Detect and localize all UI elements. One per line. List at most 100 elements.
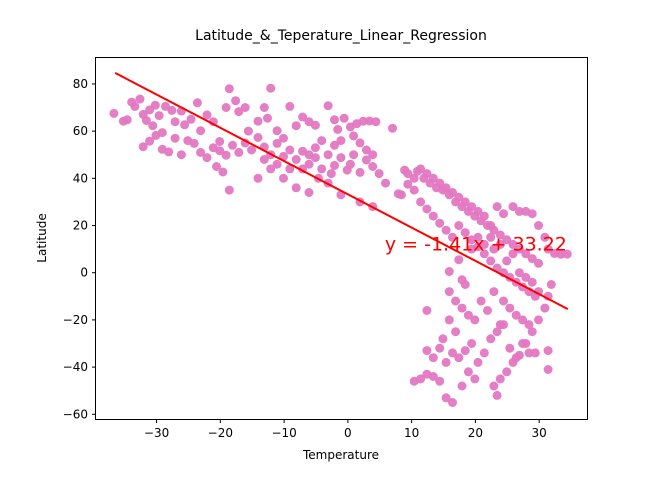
data-point — [266, 164, 276, 174]
y-axis: −60 −40 −20 0 20 40 60 80 — [63, 77, 96, 421]
data-point — [263, 113, 272, 123]
data-point — [192, 98, 202, 108]
data-point — [514, 206, 524, 216]
chart-title: Latitude_&_Teperature_Linear_Regression — [195, 28, 487, 44]
data-point — [339, 113, 349, 123]
data-point — [492, 327, 502, 337]
x-tick-label: −10 — [271, 426, 296, 440]
y-tick-label: −40 — [63, 360, 88, 374]
data-point — [441, 225, 451, 235]
data-point — [511, 310, 521, 320]
data-point — [492, 390, 502, 400]
data-point — [524, 348, 534, 358]
data-point — [499, 209, 508, 219]
data-point — [228, 140, 237, 150]
data-point — [240, 103, 250, 112]
data-point — [409, 376, 419, 386]
data-point — [381, 178, 390, 188]
data-point — [215, 137, 225, 146]
data-point — [422, 169, 432, 179]
regression-equation: y = -1.41x + 33.22 — [385, 233, 567, 255]
data-point — [218, 167, 228, 177]
data-point — [272, 159, 282, 169]
data-point — [349, 150, 359, 160]
data-point — [486, 334, 496, 344]
data-point — [460, 280, 470, 289]
x-axis: −30 −20 −10 0 10 20 30 — [144, 419, 547, 440]
data-point — [543, 346, 553, 356]
data-point — [304, 159, 314, 169]
data-point — [489, 287, 499, 297]
data-point — [518, 339, 528, 348]
data-point — [323, 101, 333, 111]
data-point — [361, 155, 371, 165]
data-point — [476, 296, 486, 306]
data-point — [371, 117, 381, 127]
data-point — [521, 272, 531, 282]
data-point — [479, 348, 489, 358]
data-point — [212, 162, 221, 171]
data-point — [202, 110, 212, 120]
data-point — [323, 150, 333, 160]
data-point — [540, 303, 550, 313]
data-point — [285, 101, 295, 111]
data-point — [473, 357, 483, 367]
data-point — [422, 346, 432, 356]
data-point — [435, 218, 445, 228]
data-point — [473, 232, 483, 242]
data-point — [521, 249, 531, 259]
data-point — [562, 249, 572, 259]
data-point — [422, 306, 432, 315]
data-point — [489, 381, 499, 391]
data-point — [150, 100, 160, 110]
data-point — [527, 209, 537, 219]
x-tick-label: −30 — [144, 426, 169, 440]
data-point — [330, 160, 339, 170]
data-point — [435, 376, 445, 386]
data-point — [355, 138, 365, 148]
data-point — [374, 169, 384, 179]
data-point — [463, 367, 473, 377]
data-point — [253, 116, 263, 126]
data-point — [317, 136, 327, 146]
data-point — [403, 179, 413, 189]
data-point — [422, 204, 432, 214]
data-point — [396, 190, 406, 200]
data-point — [326, 169, 336, 179]
data-point — [304, 188, 314, 197]
data-point — [349, 131, 359, 141]
data-point — [451, 327, 461, 337]
regression-layer — [114, 72, 569, 310]
data-point — [495, 230, 505, 240]
data-point — [361, 145, 371, 155]
data-point — [508, 202, 518, 212]
data-point — [438, 334, 448, 344]
data-point — [527, 277, 537, 287]
data-point — [224, 84, 234, 94]
data-point — [135, 94, 145, 104]
data-point — [336, 153, 346, 163]
data-point — [355, 167, 365, 177]
data-point — [409, 185, 419, 195]
data-point — [247, 145, 257, 155]
data-point — [291, 121, 301, 131]
data-point — [333, 125, 343, 134]
data-point — [259, 155, 269, 164]
data-point — [403, 169, 413, 179]
data-point — [534, 221, 543, 230]
x-tick-label: 30 — [532, 426, 547, 440]
data-point — [416, 164, 426, 174]
data-point — [460, 346, 470, 356]
data-point — [508, 249, 518, 259]
data-point — [145, 136, 155, 146]
data-point — [422, 369, 432, 379]
data-point — [164, 147, 174, 157]
data-point — [530, 348, 540, 358]
data-point — [495, 374, 505, 384]
data-point — [534, 258, 543, 268]
data-point — [448, 398, 457, 407]
data-point — [148, 121, 158, 131]
x-tick-label: 20 — [468, 426, 483, 440]
data-point — [234, 107, 244, 117]
data-point — [448, 348, 457, 358]
